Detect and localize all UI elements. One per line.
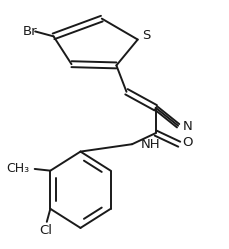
Text: CH₃: CH₃ [7, 162, 30, 175]
Text: Cl: Cl [39, 224, 52, 237]
Text: NH: NH [140, 138, 160, 151]
Text: N: N [182, 121, 192, 133]
Text: Br: Br [23, 25, 37, 38]
Text: O: O [182, 136, 192, 149]
Text: S: S [142, 29, 150, 42]
